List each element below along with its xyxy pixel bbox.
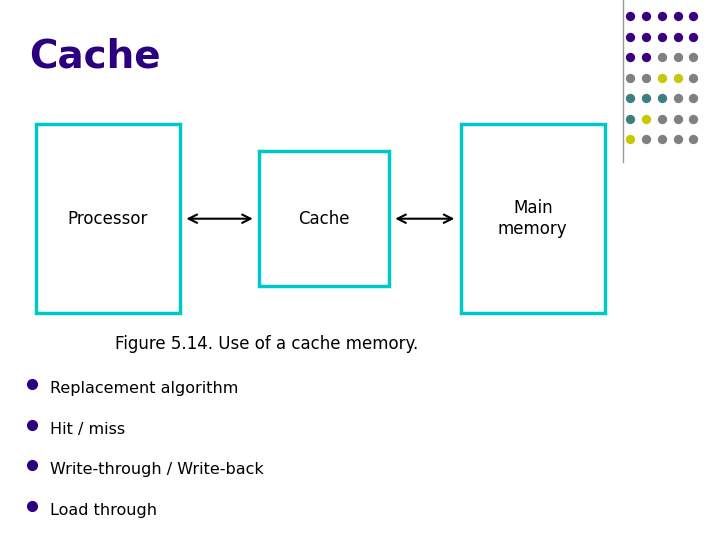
Text: Cache: Cache (29, 38, 161, 76)
Point (640, 135, 652, 144)
FancyBboxPatch shape (36, 124, 180, 313)
Point (640, 73, 652, 82)
Point (656, 94, 667, 103)
Point (672, 135, 683, 144)
Point (624, 32, 636, 41)
Text: Write-through / Write-back: Write-through / Write-back (50, 462, 264, 477)
Text: Figure 5.14. Use of a cache memory.: Figure 5.14. Use of a cache memory. (114, 335, 418, 353)
Point (656, 114, 667, 123)
Point (624, 135, 636, 144)
Point (688, 53, 699, 62)
Text: Main
memory: Main memory (498, 199, 567, 238)
Point (656, 135, 667, 144)
Point (640, 12, 652, 21)
Point (688, 12, 699, 21)
Point (640, 32, 652, 41)
FancyBboxPatch shape (461, 124, 605, 313)
Point (656, 53, 667, 62)
Point (656, 73, 667, 82)
Point (672, 94, 683, 103)
Text: Hit / miss: Hit / miss (50, 422, 125, 437)
Text: Replacement algorithm: Replacement algorithm (50, 381, 239, 396)
Point (656, 12, 667, 21)
Point (640, 94, 652, 103)
FancyBboxPatch shape (259, 151, 389, 286)
Point (640, 114, 652, 123)
Point (624, 73, 636, 82)
Point (688, 114, 699, 123)
Point (624, 12, 636, 21)
Text: Processor: Processor (68, 210, 148, 228)
Point (688, 32, 699, 41)
Point (624, 53, 636, 62)
Point (640, 53, 652, 62)
Point (672, 12, 683, 21)
Point (672, 53, 683, 62)
Point (688, 94, 699, 103)
Point (688, 135, 699, 144)
Point (688, 73, 699, 82)
Point (624, 94, 636, 103)
Point (672, 73, 683, 82)
Text: Load through: Load through (50, 503, 158, 518)
Point (656, 32, 667, 41)
Point (672, 32, 683, 41)
Text: Cache: Cache (298, 210, 350, 228)
Point (624, 114, 636, 123)
Point (672, 114, 683, 123)
